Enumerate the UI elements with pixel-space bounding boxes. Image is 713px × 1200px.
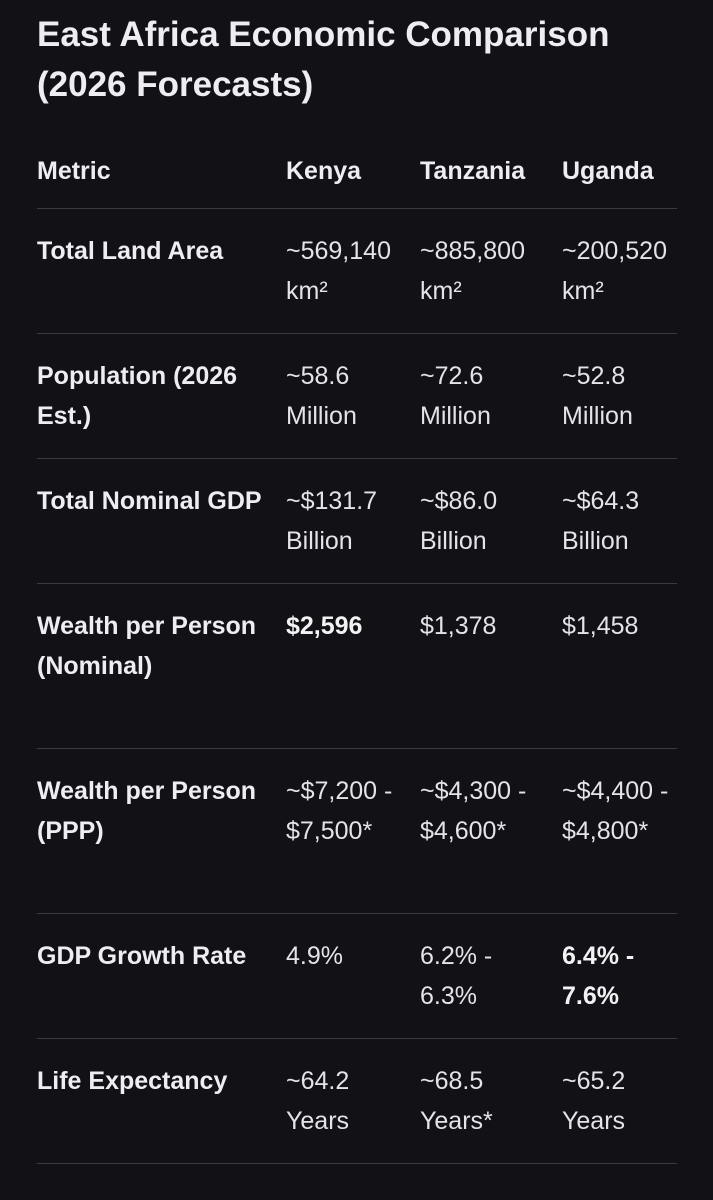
table-row-life-expectancy: Life Expectancy ~64.2 Years ~68.5 Years*… [37,1039,677,1164]
uganda-value: ~$4,400 - $4,800* [562,777,669,845]
metric-label: Wealth per Person (Nominal) [37,612,257,680]
table-row-population: Population (2026 Est.) ~58.6 Million ~72… [37,334,677,459]
uganda-value: $1,458 [562,612,639,640]
metric-label: Population (2026 Est.) [37,362,238,430]
tanzania-value: $1,378 [420,612,497,640]
comparison-table: Metric Kenya Tanzania Uganda Total Land … [37,143,677,1164]
tanzania-value: ~68.5 Years* [420,1067,493,1135]
metric-label: Wealth per Person (PPP) [37,777,257,845]
header-metric: Metric [37,157,111,185]
uganda-value: ~$64.3 Billion [562,487,640,555]
metric-label: GDP Growth Rate [37,942,247,970]
table-row-wealth-ppp: Wealth per Person (PPP) ~$7,200 - $7,500… [37,749,677,914]
header-uganda: Uganda [562,157,654,185]
header-tanzania: Tanzania [420,157,526,185]
header-kenya: Kenya [286,157,362,185]
uganda-value: 6.4% - 7.6% [562,942,635,1010]
metric-label: Total Land Area [37,237,224,265]
table-row-land-area: Total Land Area ~569,140 km² ~885,800 km… [37,209,677,334]
tanzania-value: ~$4,300 - $4,600* [420,777,527,845]
kenya-value: 4.9% [286,942,343,970]
metric-label: Life Expectancy [37,1067,228,1095]
kenya-value: ~569,140 km² [286,237,391,305]
uganda-value: ~65.2 Years [562,1067,626,1135]
kenya-value: $2,596 [286,612,363,640]
uganda-value: ~52.8 Million [562,362,633,430]
uganda-value: ~200,520 km² [562,237,667,305]
kenya-value: ~$131.7 Billion [286,487,378,555]
tanzania-value: ~885,800 km² [420,237,525,305]
kenya-value: ~64.2 Years [286,1067,350,1135]
table-row-gdp-growth: GDP Growth Rate 4.9% 6.2% - 6.3% 6.4% - … [37,914,677,1039]
kenya-value: ~$7,200 - $7,500* [286,777,393,845]
kenya-value: ~58.6 Million [286,362,357,430]
tanzania-value: ~72.6 Million [420,362,491,430]
table-row-wealth-nominal: Wealth per Person (Nominal) $2,596 $1,37… [37,584,677,749]
tanzania-value: 6.2% - 6.3% [420,942,493,1010]
tanzania-value: ~$86.0 Billion [420,487,498,555]
table-row-nominal-gdp: Total Nominal GDP ~$131.7 Billion ~$86.0… [37,459,677,584]
table-header-row: Metric Kenya Tanzania Uganda [37,143,677,209]
page-title: East Africa Economic Comparison (2026 Fo… [37,15,610,104]
metric-label: Total Nominal GDP [37,487,262,515]
